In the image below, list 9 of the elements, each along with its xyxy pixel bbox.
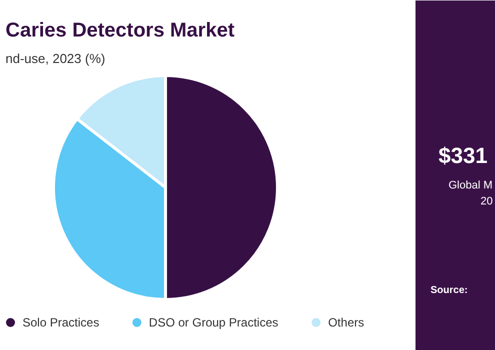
legend-label: Others — [328, 316, 364, 330]
text: Global M — [448, 180, 493, 192]
text: $331 — [438, 143, 488, 168]
source-note: Source: — [430, 285, 468, 296]
legend-label: Solo Practices — [22, 316, 100, 330]
text: 20 — [480, 196, 493, 208]
legend-label: DSO or Group Practices — [148, 316, 278, 330]
chart-subtitle: nd-use, 2023 (%) — [6, 51, 106, 66]
chart-title: Caries Detectors Market — [6, 20, 235, 42]
